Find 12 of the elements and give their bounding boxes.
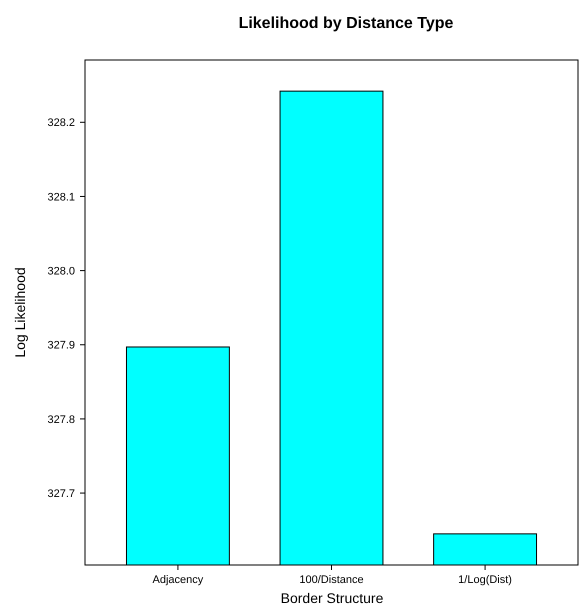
x-tick-label: 100/Distance <box>299 574 364 586</box>
x-tick-label: 1/Log(Dist) <box>458 574 512 586</box>
y-tick-label: 328.2 <box>47 117 75 130</box>
y-tick-label: 328.0 <box>47 265 75 278</box>
y-tick-label: 327.7 <box>47 488 75 500</box>
y-tick-label: 328.1 <box>47 191 75 204</box>
x-tick-label: Adjacency <box>152 574 204 586</box>
y-tick-label: 327.8 <box>47 414 75 426</box>
x-axis-title: Border Structure <box>280 590 384 606</box>
y-axis-title: Log Likelihood <box>12 267 28 358</box>
y-tick-label: 327.9 <box>47 340 75 352</box>
chart-title: Likelihood by Distance Type <box>238 15 454 32</box>
